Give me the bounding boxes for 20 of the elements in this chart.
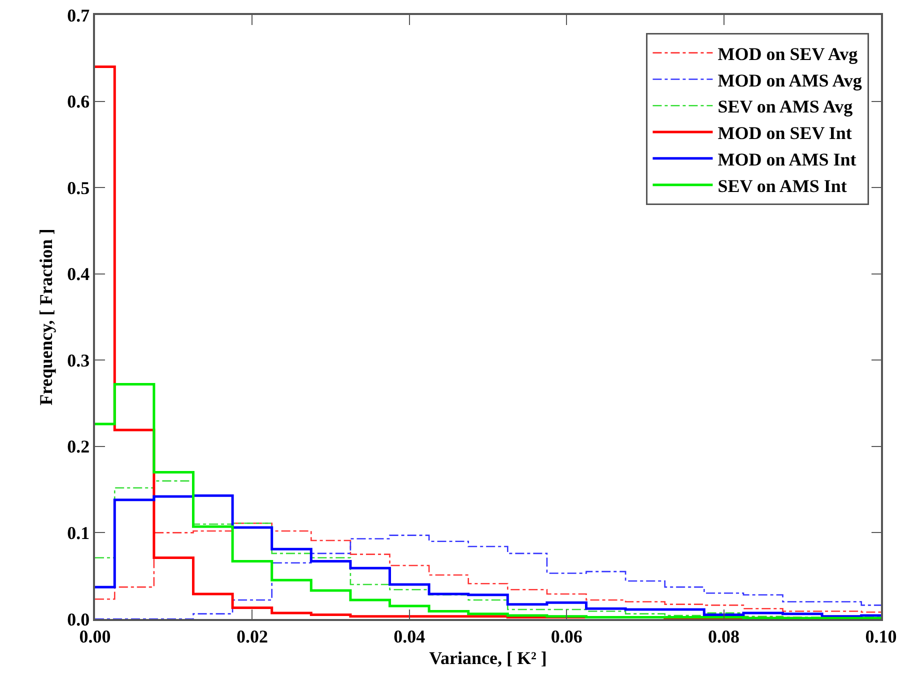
legend-label: MOD on AMS Avg — [718, 70, 862, 90]
y-tick-label: 0.7 — [67, 5, 90, 26]
y-tick-label: 0.2 — [67, 436, 90, 457]
y-axis-title: Frequency, [ Fraction ] — [36, 228, 56, 406]
x-tick-label: 0.02 — [236, 626, 268, 646]
legend-label: MOD on AMS Int — [718, 149, 856, 170]
legend-label: SEV on AMS Int — [718, 176, 847, 196]
y-tick-label: 0.3 — [67, 350, 90, 370]
y-tick-label: 0.1 — [67, 523, 90, 544]
x-tick-label: 0.08 — [708, 626, 740, 646]
x-tick-label: 0.10 — [865, 626, 897, 646]
legend-label: MOD on SEV Avg — [718, 44, 858, 64]
legend-label: SEV on AMS Avg — [718, 96, 853, 117]
x-tick-label: 0.04 — [394, 626, 426, 646]
x-axis-title: Variance, [ K² ] — [429, 648, 547, 668]
x-tick-label: 0.06 — [550, 626, 582, 646]
y-tick-label: 0.4 — [67, 264, 90, 284]
legend-label: MOD on SEV Int — [718, 123, 852, 144]
y-tick-label: 0.5 — [67, 178, 90, 198]
y-tick-label: 0.6 — [67, 92, 90, 112]
